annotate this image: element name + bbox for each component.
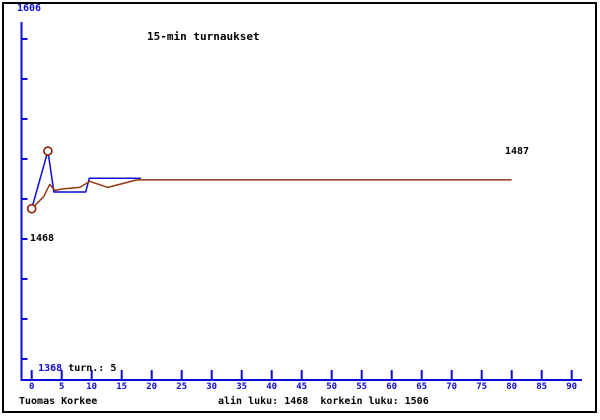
x-tick-label: 90 — [566, 382, 578, 392]
low-value-label: 1468 — [30, 233, 55, 244]
x-tick-label: 85 — [536, 382, 548, 392]
rating-line — [30, 150, 141, 209]
x-tick-label: 45 — [296, 382, 308, 392]
rating-stats: alin luku: 1468 korkein luku: 1506 — [218, 396, 429, 407]
y-axis-bottom-label: 1368 — [38, 363, 63, 374]
final-value-label: 1487 — [505, 146, 530, 157]
x-tick-label: 50 — [326, 382, 338, 392]
x-tick-label: 15 — [116, 382, 128, 392]
chart-title: 15-min turnaukset — [147, 30, 260, 43]
y-axis-top-label: 1606 — [17, 3, 42, 14]
tournament-count-label: turn.: 5 — [68, 363, 117, 374]
x-tick-label: 80 — [506, 382, 518, 392]
x-tick-label: 40 — [266, 382, 278, 392]
data-point-marker — [43, 146, 53, 156]
x-tick-label: 25 — [176, 382, 188, 392]
x-tick-label: 0 — [28, 382, 35, 392]
x-tick-label: 20 — [146, 382, 158, 392]
average-line — [31, 179, 512, 210]
x-tick-label: 5 — [58, 382, 65, 392]
x-tick-label: 60 — [386, 382, 398, 392]
x-tick-label: 65 — [416, 382, 428, 392]
x-tick-label: 55 — [356, 382, 368, 392]
data-point-marker — [26, 203, 37, 214]
x-tick-label: 30 — [206, 382, 218, 392]
player-name: Tuomas Korkee — [19, 396, 98, 407]
x-tick-label: 70 — [446, 382, 458, 392]
y-axis-bottom-label-row: 1368 turn.: 5 — [14, 354, 116, 384]
x-tick-label: 75 — [476, 382, 488, 392]
x-tick-label: 10 — [86, 382, 98, 392]
x-tick-label: 35 — [236, 382, 248, 392]
